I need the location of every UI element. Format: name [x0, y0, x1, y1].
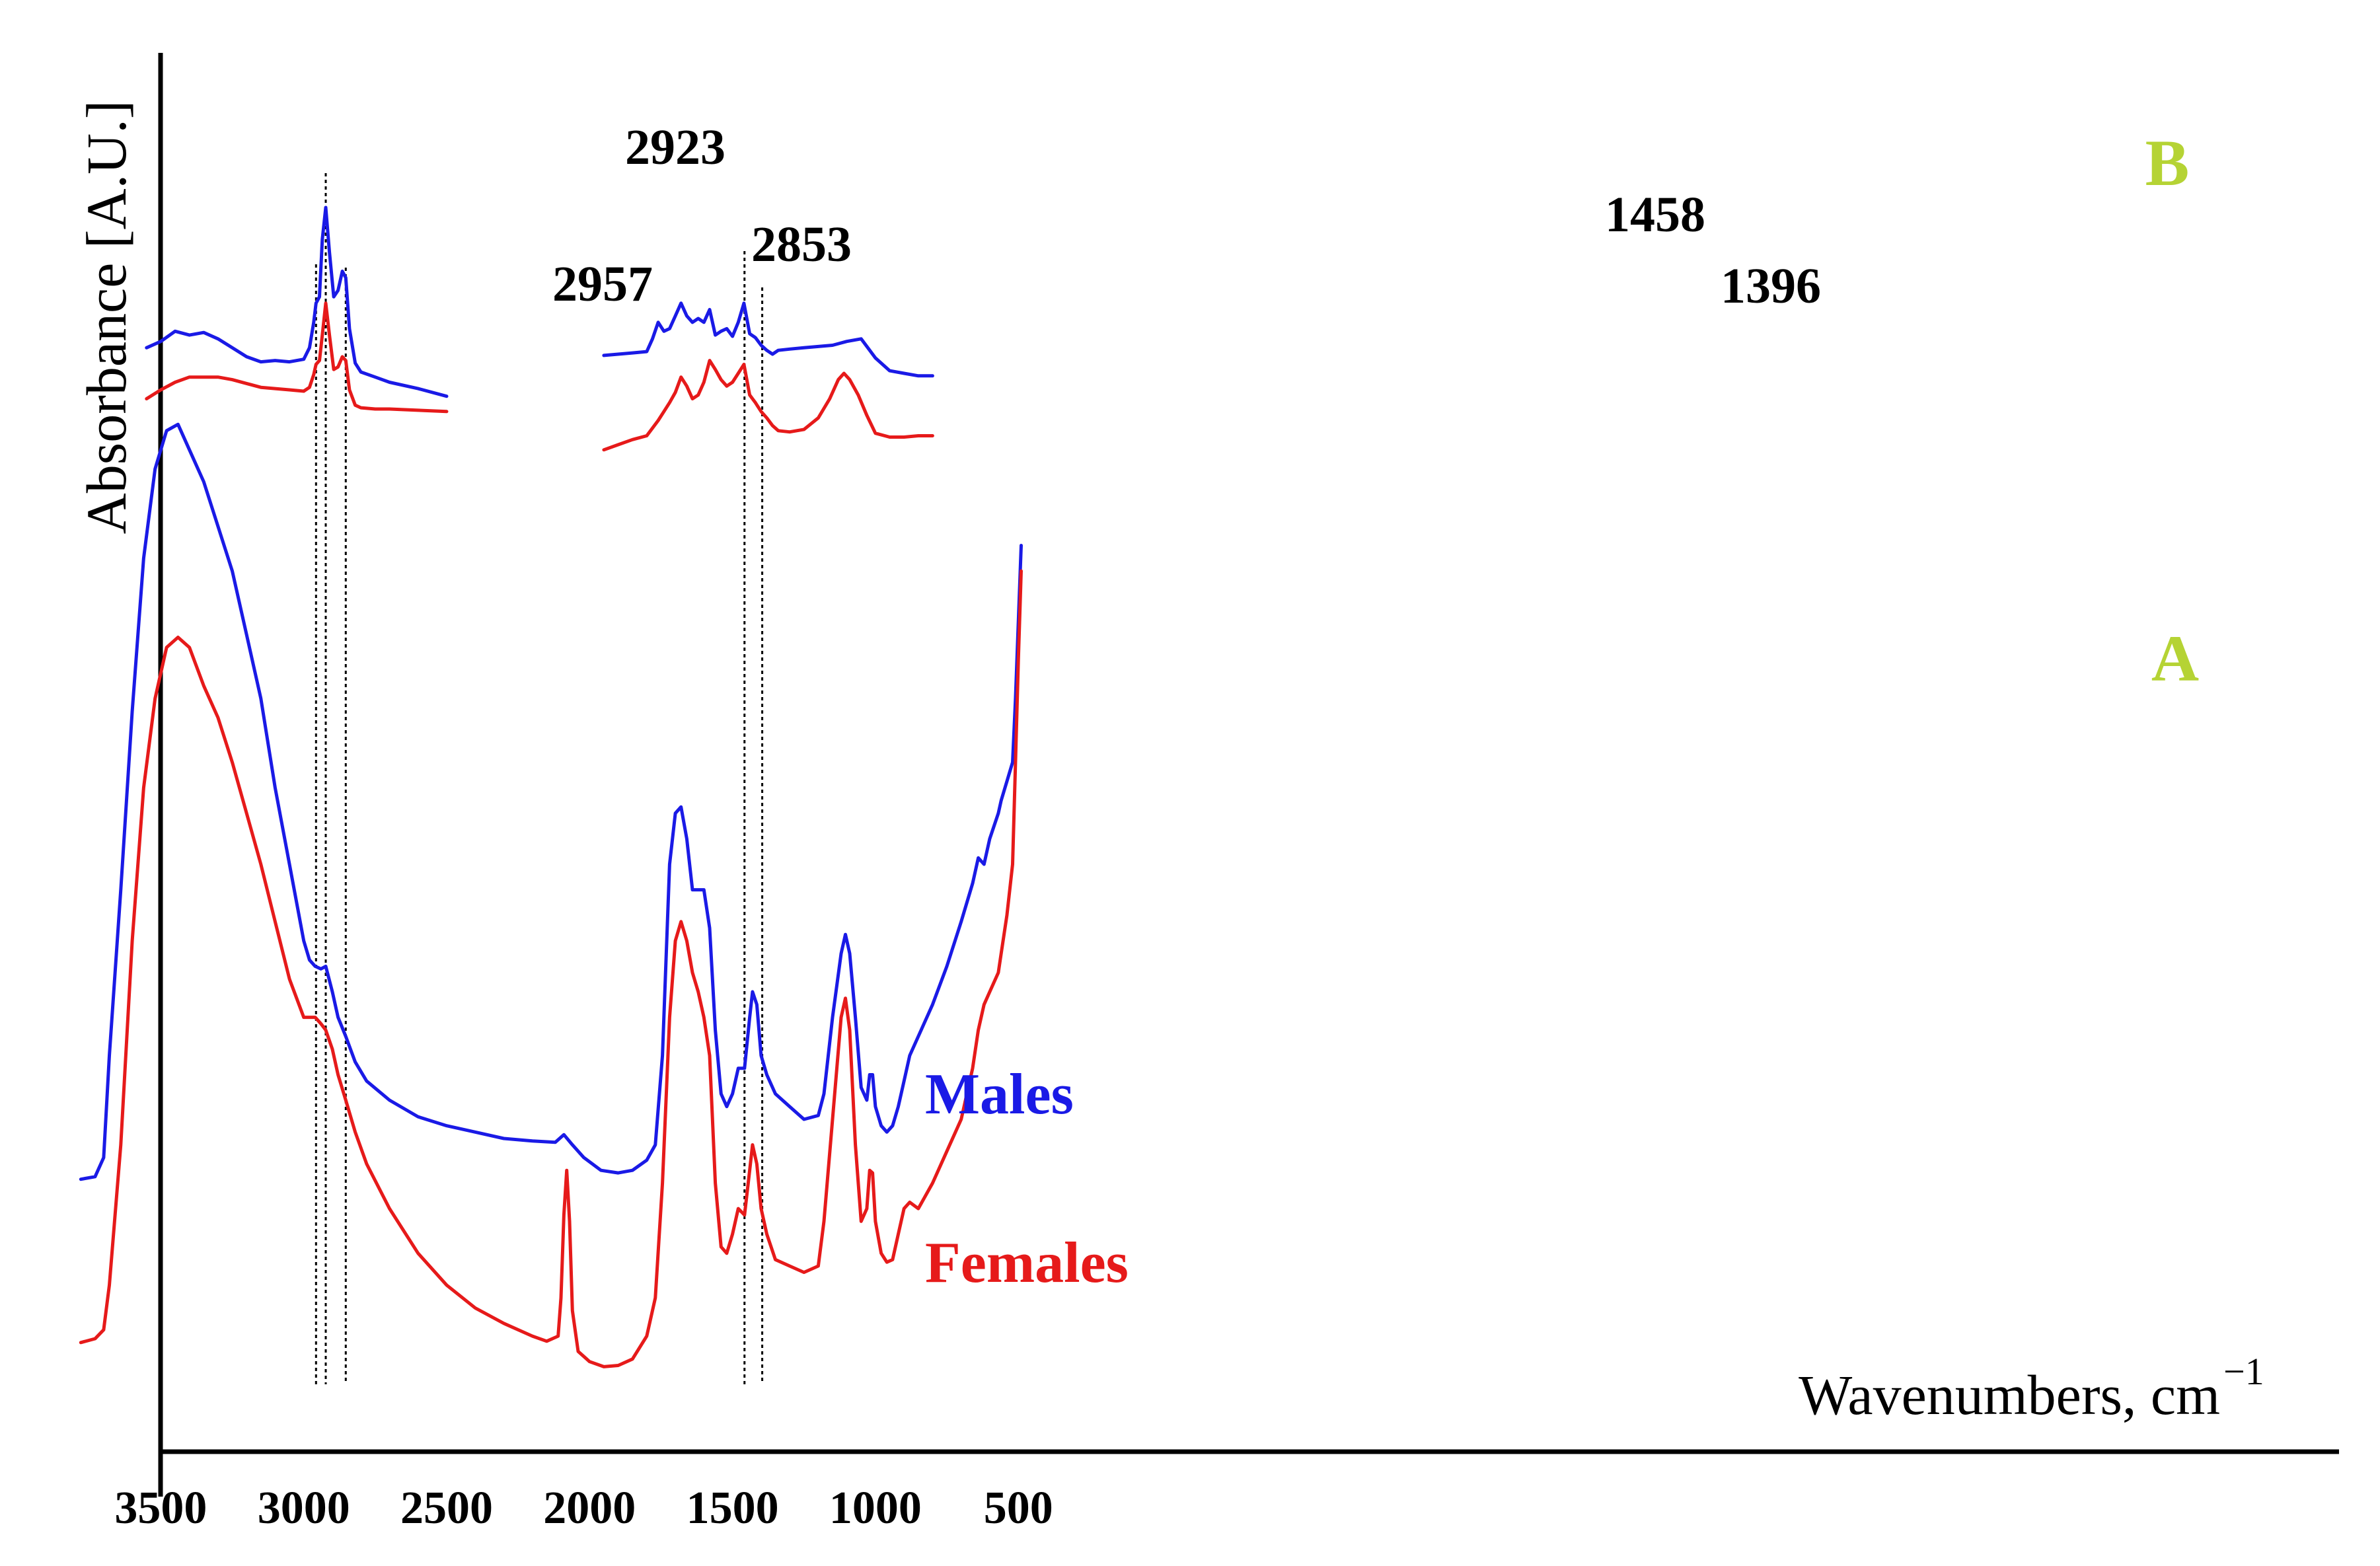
x-axis-label: Wavenumbers, cm	[1799, 1363, 2220, 1427]
series-label-females: Females	[925, 1231, 1129, 1295]
peak-label-2853: 2853	[751, 217, 852, 272]
series-females-panel-b-line-1	[145, 301, 449, 414]
panel-label-a: A	[2151, 622, 2199, 695]
peak-label-1396: 1396	[1721, 258, 1821, 314]
series-layer	[79, 205, 1023, 1368]
peak-marker-lines	[315, 173, 764, 1384]
x-tick-label-2000: 2000	[543, 1483, 636, 1534]
y-axis-label: Absorbance [A.U.]	[75, 100, 138, 535]
series-males-panel-a-line	[79, 422, 1023, 1181]
peak-label-1458: 1458	[1605, 187, 1705, 242]
x-tick-label-1000: 1000	[829, 1483, 922, 1534]
series-males-panel-b-line-2	[602, 301, 934, 378]
x-tick-label-3500: 3500	[114, 1483, 207, 1534]
x-tick-labels: 3500 3000 2500 2000 1500 1000 500	[114, 1483, 1053, 1534]
panel-label-b: B	[2145, 126, 2190, 200]
series-females-panel-b-line-2	[602, 359, 934, 452]
x-tick-label-500: 500	[984, 1483, 1053, 1534]
series-females-panel-a-line	[79, 569, 1023, 1368]
peak-label-2957: 2957	[552, 256, 653, 312]
series-label-males: Males	[925, 1063, 1074, 1127]
series-males-panel-b-line-1	[145, 205, 449, 398]
peak-label-2923: 2923	[625, 120, 725, 175]
x-tick-label-1500: 1500	[687, 1483, 779, 1534]
x-tick-label-3000: 3000	[258, 1483, 350, 1534]
peak-labels: 2957 2923 2853 1458 1396	[552, 120, 1821, 314]
x-axis-label-superscript: −1	[2223, 1350, 2264, 1393]
x-tick-label-2500: 2500	[400, 1483, 493, 1534]
axes	[158, 53, 2339, 1497]
